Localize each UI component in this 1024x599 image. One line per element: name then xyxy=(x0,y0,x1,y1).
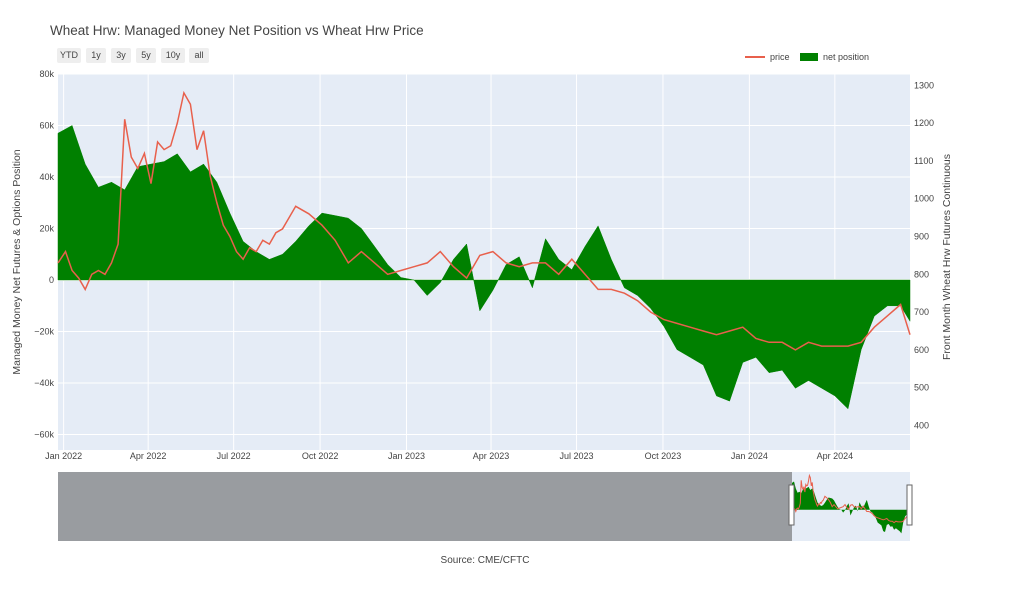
range-slider-handle-left[interactable] xyxy=(788,484,795,526)
range-button-5y[interactable]: 5y xyxy=(136,48,156,63)
chart-title: Wheat Hrw: Managed Money Net Position vs… xyxy=(50,23,424,38)
price-line-group xyxy=(57,90,911,351)
range-slider-net-area xyxy=(792,481,910,534)
y-left-tick-label: −40k xyxy=(34,378,54,388)
y-right-tick-label: 900 xyxy=(914,231,929,241)
y-left-tick-label: 40k xyxy=(39,172,54,182)
price-line xyxy=(57,90,911,351)
legend-item-net-position[interactable]: net position xyxy=(800,52,869,62)
y-left-tick-label: 60k xyxy=(39,121,54,131)
legend-price-label: price xyxy=(770,52,790,62)
y-axis-right-title: Front Month Wheat Hrw Futures Continuous xyxy=(941,154,953,360)
range-slider-price-line xyxy=(791,473,911,524)
range-slider-mask xyxy=(58,472,792,541)
legend-item-price[interactable]: price xyxy=(745,52,790,62)
y-left-tick-label: −20k xyxy=(34,327,54,337)
y-axis-right: 400 500 600 700 800 900 1000 1100 1200 1300 xyxy=(914,80,934,430)
y-right-tick-label: 1100 xyxy=(914,156,933,166)
x-tick-label: Oct 2023 xyxy=(645,451,682,461)
x-tick-label: Apr 2022 xyxy=(130,451,167,461)
x-tick-label: Jan 2022 xyxy=(45,451,82,461)
legend: price net position xyxy=(745,52,869,62)
y-left-tick-label: −60k xyxy=(34,430,54,440)
range-button-3y[interactable]: 3y xyxy=(111,48,131,63)
x-tick-label: Jul 2023 xyxy=(560,451,594,461)
range-button-10y[interactable]: 10y xyxy=(161,48,185,63)
legend-net-swatch xyxy=(800,53,818,61)
range-button-1y[interactable]: 1y xyxy=(86,48,106,63)
y-left-tick-label: 80k xyxy=(39,69,54,79)
y-right-tick-label: 500 xyxy=(914,383,929,393)
x-tick-label: Apr 2023 xyxy=(473,451,510,461)
y-right-tick-label: 1000 xyxy=(914,194,934,204)
y-right-tick-label: 600 xyxy=(914,345,929,355)
x-axis: Jan 2022 Apr 2022 Jul 2022 Oct 2022 Jan 2023… xyxy=(45,451,853,461)
x-tick-label: Jan 2023 xyxy=(388,451,425,461)
source-note: Source: CME/CFTC xyxy=(440,555,530,566)
x-tick-label: Jan 2024 xyxy=(731,451,768,461)
range-slider[interactable] xyxy=(58,472,913,541)
y-axis-left: −60k −40k −20k 0 20k 40k 60k 80k xyxy=(34,69,54,440)
net-position-area xyxy=(57,125,911,410)
y-right-tick-label: 800 xyxy=(914,269,929,279)
legend-net-label: net position xyxy=(823,52,869,62)
y-left-tick-label: 0 xyxy=(49,275,54,285)
y-right-tick-label: 1200 xyxy=(914,118,934,128)
range-slider-handle-right[interactable] xyxy=(906,484,913,526)
range-button-all[interactable]: all xyxy=(189,48,209,63)
range-slider-preview xyxy=(791,473,911,534)
net-position-area-group xyxy=(57,125,911,410)
x-tick-label: Jul 2022 xyxy=(217,451,251,461)
x-tick-label: Apr 2024 xyxy=(817,451,854,461)
y-right-tick-label: 1300 xyxy=(914,80,934,90)
y-axis-left-title: Managed Money Net Futures & Options Posi… xyxy=(11,149,23,374)
y-right-tick-label: 700 xyxy=(914,307,929,317)
y-left-tick-label: 20k xyxy=(39,224,54,234)
range-button-ytd[interactable]: YTD xyxy=(57,48,81,63)
y-right-tick-label: 400 xyxy=(914,420,929,430)
x-tick-label: Oct 2022 xyxy=(302,451,339,461)
